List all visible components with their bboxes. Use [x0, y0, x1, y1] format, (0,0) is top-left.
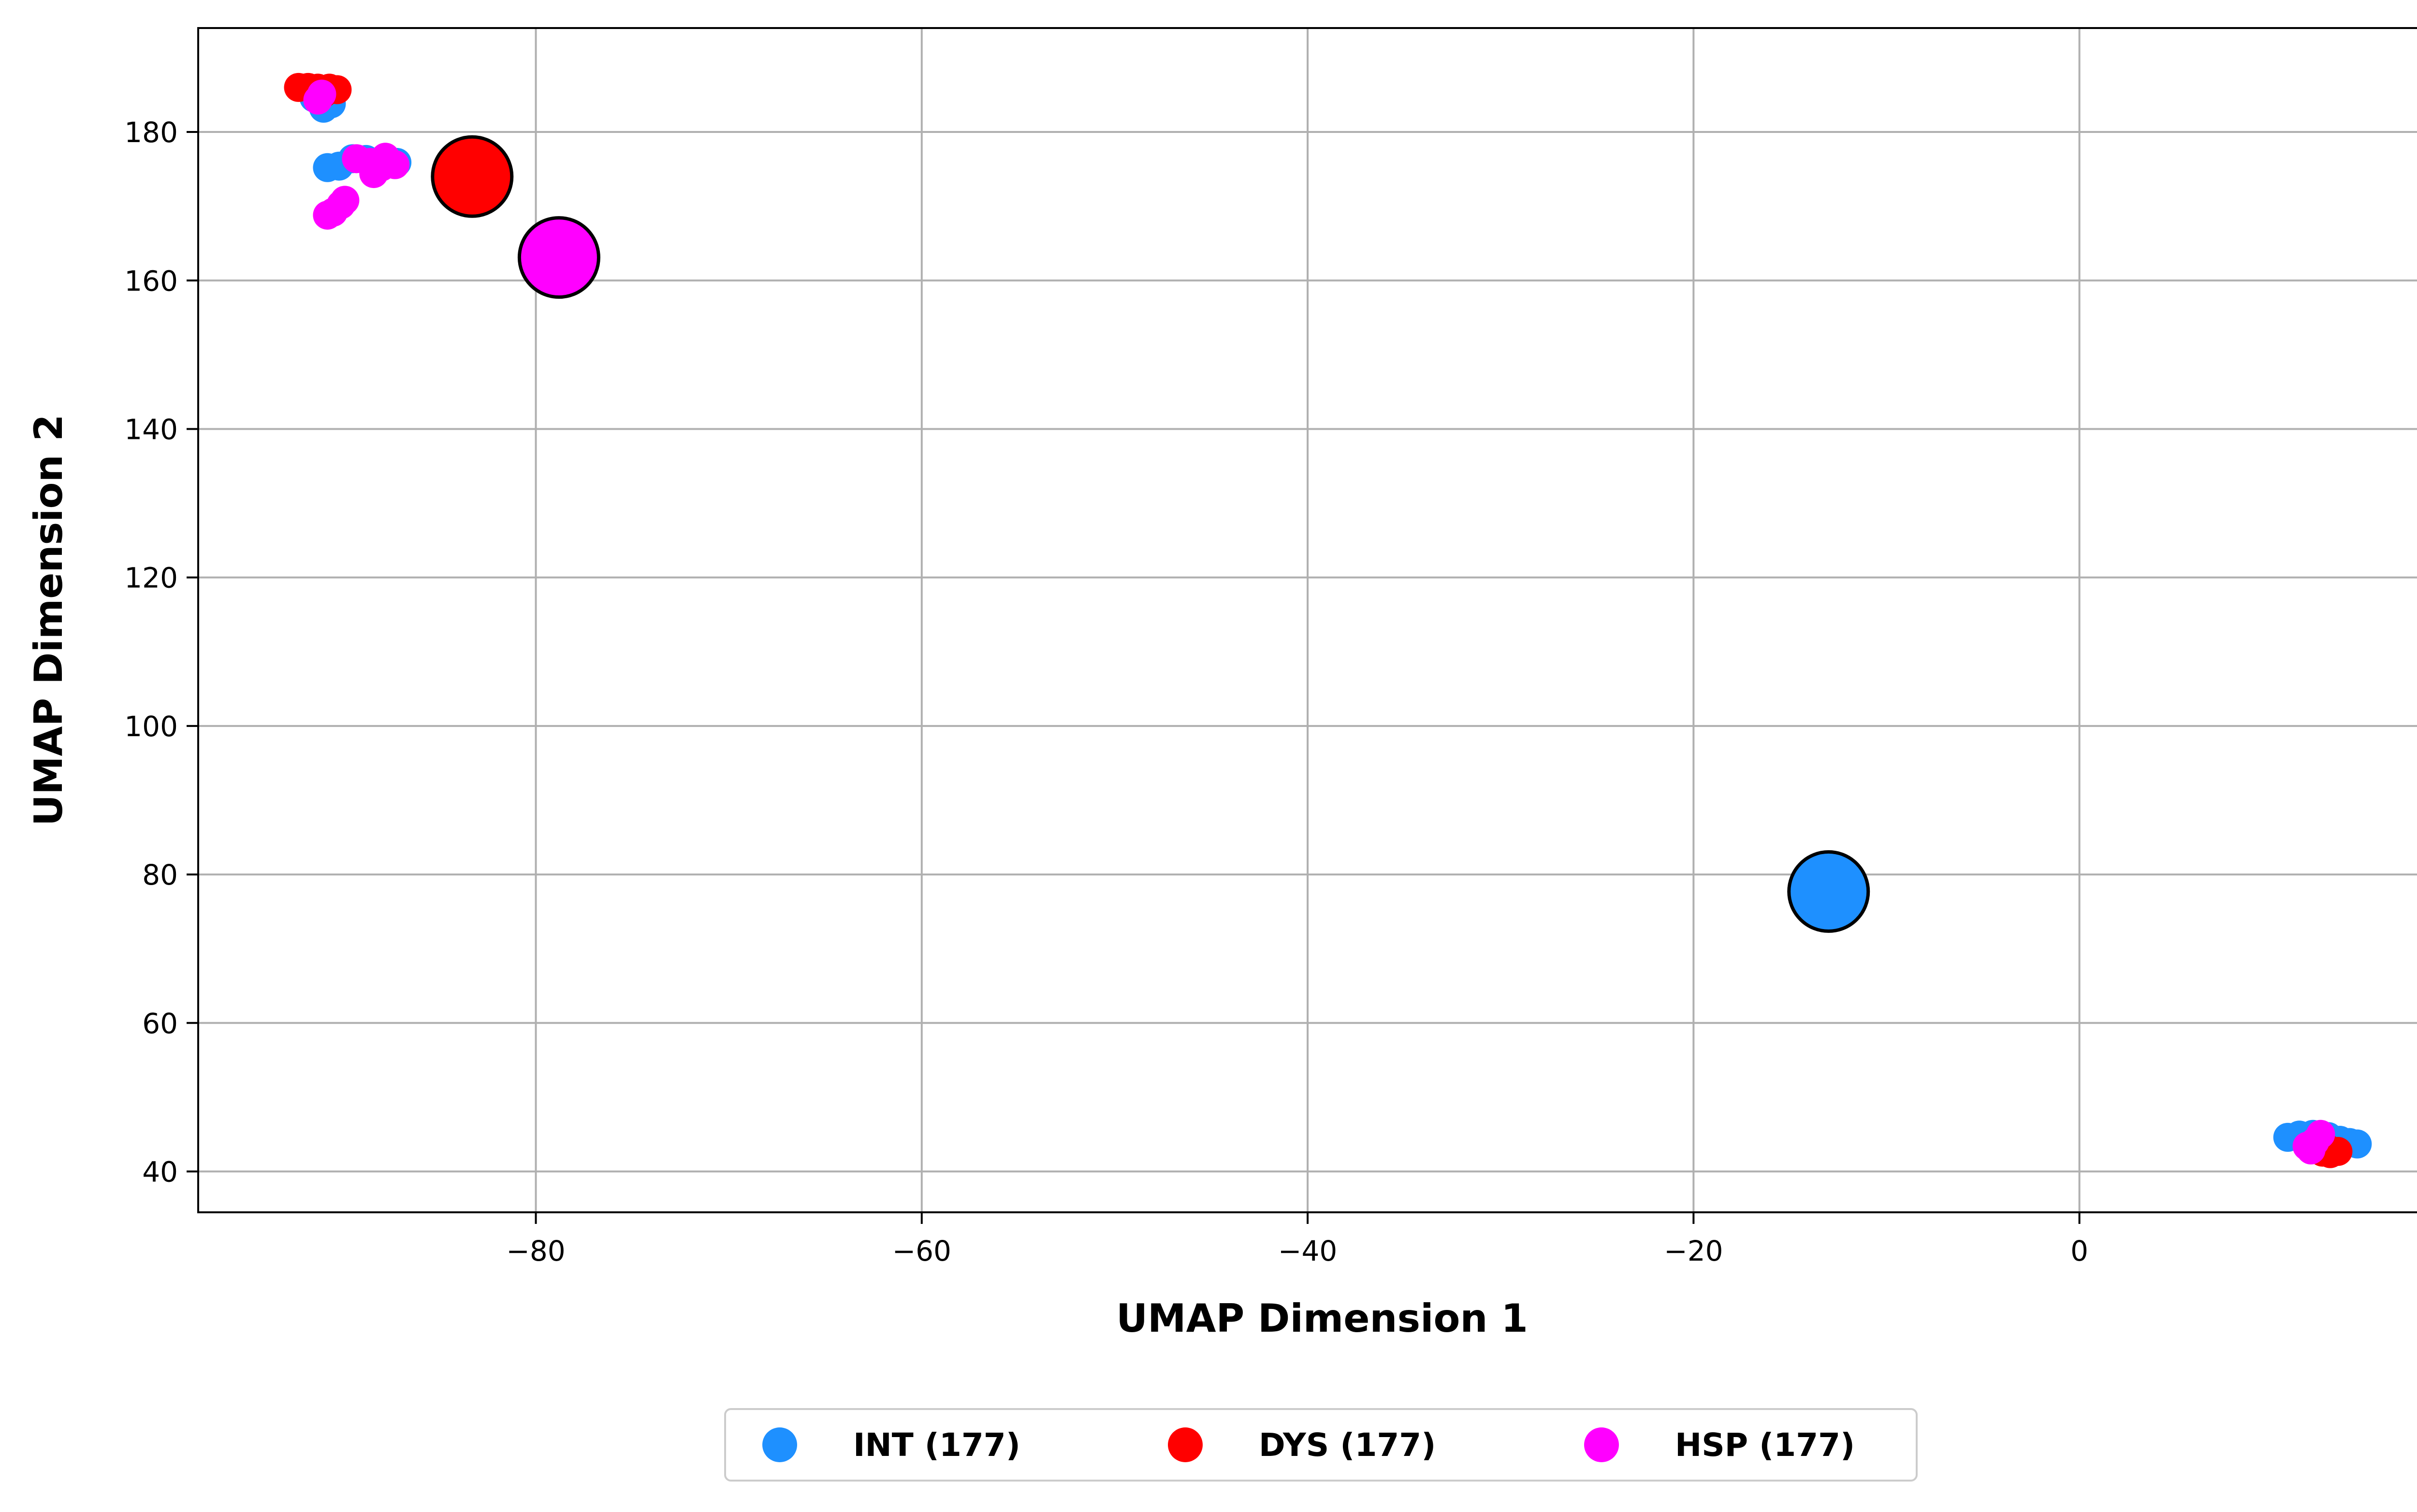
y-tick-label: 80 — [142, 858, 178, 891]
centroid-markers — [431, 135, 1870, 933]
y-tick-label: 100 — [124, 710, 178, 743]
legend-frame — [724, 1408, 1918, 1482]
data-point-hsp — [371, 143, 400, 172]
y-tick-label: 140 — [124, 413, 178, 446]
x-tick-label: −40 — [1278, 1235, 1337, 1267]
data-point-hsp — [2296, 1135, 2326, 1164]
centroid-marker-dys — [431, 135, 514, 218]
legend-label-hsp: HSP (177) — [1675, 1426, 1855, 1464]
y-tick-label: 60 — [142, 1007, 178, 1040]
scatter-points — [284, 73, 2372, 1168]
y-tick-label: 120 — [124, 562, 178, 595]
x-axis-ticks: −80 −60 −40 −20 0 — [506, 1212, 2088, 1267]
data-point-hsp — [330, 186, 360, 215]
x-tick-label: −80 — [506, 1235, 565, 1267]
x-tick-label: −60 — [892, 1235, 951, 1267]
legend-label-dys: DYS (177) — [1259, 1426, 1436, 1464]
y-tick-label: 160 — [124, 264, 178, 297]
y-axis-title: UMAP Dimension 2 — [26, 414, 71, 826]
y-axis-ticks: 40 60 80 100 120 140 160 180 — [124, 116, 198, 1189]
centroid-marker-int — [1787, 850, 1870, 933]
legend-marker-hsp — [1584, 1427, 1619, 1462]
y-tick-label: 40 — [142, 1156, 178, 1189]
x-axis-title: UMAP Dimension 1 — [1116, 1296, 1528, 1341]
legend: INT (177) DYS (177) HSP (177) — [724, 1408, 1918, 1482]
data-point-hsp — [307, 79, 336, 109]
centroid-marker-hsp — [517, 216, 600, 299]
y-tick-label: 180 — [124, 116, 178, 149]
legend-marker-int — [762, 1427, 797, 1462]
legend-marker-dys — [1168, 1427, 1203, 1462]
legend-label-int: INT (177) — [853, 1426, 1020, 1464]
x-tick-label: 0 — [2070, 1235, 2088, 1267]
plot-frame — [197, 27, 2417, 1213]
x-tick-label: −20 — [1664, 1235, 1723, 1267]
